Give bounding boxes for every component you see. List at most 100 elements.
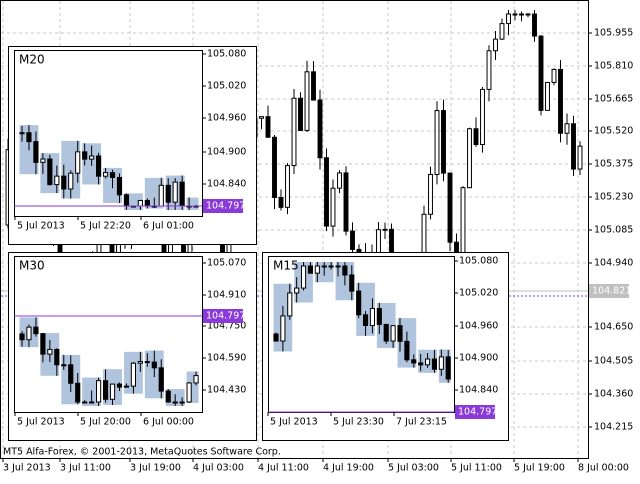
candle-body	[33, 141, 39, 163]
candle-body	[158, 184, 164, 207]
candle-body	[335, 265, 341, 268]
candle-body	[512, 13, 518, 16]
price-label: 104.430	[207, 385, 246, 396]
candle-body	[486, 50, 492, 90]
candle-body	[431, 358, 438, 370]
price-label: 104.840	[207, 179, 246, 190]
candle-body	[424, 358, 431, 366]
candle-body	[343, 172, 349, 232]
candle-body	[75, 151, 81, 174]
candle-body	[558, 68, 563, 134]
candle-body	[382, 228, 388, 231]
candle-body	[473, 128, 479, 146]
current-price-box	[589, 284, 629, 298]
candle-body	[158, 367, 164, 392]
candle-body	[116, 383, 123, 388]
price-label: 105.375	[594, 159, 633, 170]
candle-body	[259, 116, 264, 119]
time-label: 5 Jul 2013	[17, 221, 65, 232]
candle-body	[102, 172, 109, 177]
candle-body	[411, 359, 417, 364]
candle-body	[397, 325, 403, 342]
candle-body	[54, 175, 60, 186]
price-label: 104.840	[459, 385, 498, 396]
window-title: M30	[19, 259, 45, 273]
window-title: M20	[19, 53, 45, 67]
candle-body	[96, 155, 102, 177]
candle-body	[151, 361, 157, 369]
price-label: 105.020	[207, 81, 246, 92]
candle-body	[519, 13, 524, 16]
candle-body	[342, 265, 348, 276]
price-label: 104.360	[594, 389, 633, 400]
price-label: 104.215	[594, 422, 633, 433]
candle-body	[26, 132, 32, 143]
candle-body	[54, 348, 60, 366]
candle-body	[314, 265, 320, 274]
candle-body	[300, 265, 307, 289]
time-label: 3 Jul 2013	[3, 463, 51, 474]
candle-body	[68, 172, 74, 190]
candle-body	[445, 356, 451, 380]
candle-body	[551, 68, 557, 83]
candle-body	[144, 361, 150, 364]
candle-body	[441, 110, 446, 174]
candle-body	[33, 326, 39, 335]
candle-body	[304, 71, 310, 131]
time-label: 4 Jul 11:00	[258, 463, 309, 474]
current-price: 104.821	[592, 286, 631, 297]
candle-body	[278, 196, 284, 208]
candle-body	[525, 13, 531, 16]
candle-body	[493, 38, 498, 52]
candle-body	[330, 187, 336, 227]
time-label: 5 Jul 19:00	[514, 463, 565, 474]
candle-body	[179, 181, 185, 207]
price-label: 104.910	[207, 290, 246, 301]
htf-bar	[438, 349, 451, 383]
candle-body	[418, 362, 424, 366]
price-label: 104.650	[594, 322, 633, 333]
time-label: 5 Jul 2013	[270, 417, 318, 428]
window-title: M15	[273, 259, 299, 273]
candle-body	[144, 199, 150, 207]
candle-body	[532, 13, 537, 37]
candle-body	[317, 99, 323, 159]
candle-body	[186, 382, 192, 403]
candle-body	[130, 362, 136, 387]
candle-body	[272, 136, 277, 198]
candle-body	[89, 155, 95, 160]
current-price: 104.797	[206, 311, 245, 322]
candle-body	[265, 116, 271, 138]
candle-body	[172, 401, 178, 404]
candle-body	[428, 173, 433, 215]
candle-body	[82, 401, 88, 404]
current-price-box	[203, 309, 243, 323]
price-label: 105.955	[594, 28, 633, 39]
price-label: 105.070	[207, 258, 246, 269]
candle-body	[82, 151, 88, 160]
price-label: 104.960	[459, 321, 498, 332]
candle-body	[438, 356, 444, 370]
time-label: 5 Jul 22:20	[80, 221, 131, 232]
price-label: 105.230	[594, 192, 633, 203]
time-label: 4 Jul 19:00	[323, 463, 374, 474]
candle-body	[123, 385, 130, 388]
candle-body	[19, 132, 25, 135]
time-label: 8 Jul 00:00	[578, 463, 629, 474]
candle-body	[577, 145, 583, 170]
price-label: 104.960	[207, 113, 246, 124]
time-label: 5 Jul 20:00	[80, 417, 131, 428]
htf-bar	[186, 197, 199, 210]
candle-body	[434, 110, 440, 175]
candle-body	[321, 265, 327, 268]
time-label: 6 Jul 01:00	[143, 221, 194, 232]
price-label: 105.080	[207, 49, 246, 60]
candle-body	[61, 364, 67, 367]
price-label: 104.900	[459, 353, 498, 364]
candle-body	[460, 187, 466, 258]
candle-body	[165, 390, 171, 403]
price-label: 105.020	[459, 288, 498, 299]
candle-body	[75, 382, 81, 403]
candle-body	[109, 383, 116, 400]
price-label: 105.085	[594, 225, 633, 236]
